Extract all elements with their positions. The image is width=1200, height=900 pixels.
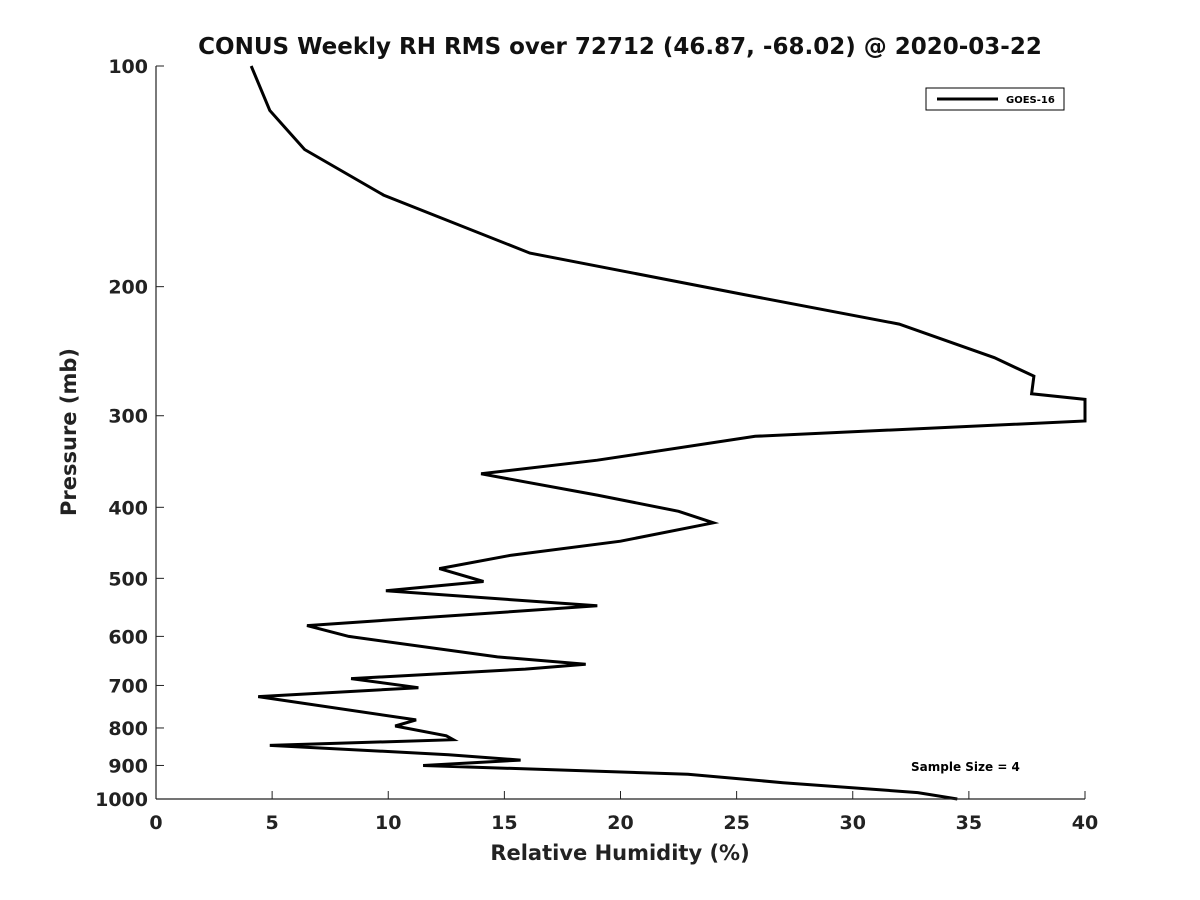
sample-size-annotation: Sample Size = 4 [911,760,1020,774]
x-tick-label: 5 [266,812,279,834]
x-tick-label: 40 [1072,812,1098,834]
x-tick-label: 25 [723,812,749,834]
legend-label: GOES-16 [1006,95,1055,106]
y-tick-label: 700 [108,675,148,697]
chart-title: CONUS Weekly RH RMS over 72712 (46.87, -… [198,34,1042,60]
y-tick-label: 200 [108,277,148,299]
y-tick-label: 300 [108,406,148,428]
y-tick-label: 1000 [95,789,148,811]
x-tick-label: 10 [375,812,401,834]
x-tick-label: 35 [956,812,982,834]
x-tick-label: 15 [491,812,517,834]
x-ticks: 0 5 10 15 20 25 30 35 40 [149,791,1098,834]
x-tick-label: 0 [149,812,162,834]
y-tick-label: 600 [108,626,148,648]
legend: GOES-16 [925,87,1065,111]
y-tick-label: 900 [108,755,148,777]
x-tick-label: 20 [607,812,633,834]
y-tick-label: 400 [108,497,148,519]
y-ticks: 100 200 300 400 500 600 700 800 900 1000 [95,56,164,811]
y-tick-label: 500 [108,568,148,590]
x-axis-label: Relative Humidity (%) [490,841,749,865]
series-line-goes-16 [249,65,1087,801]
y-tick-label: 800 [108,718,148,740]
x-tick-label: 30 [840,812,866,834]
y-axis-label: Pressure (mb) [57,348,81,516]
y-tick-label: 100 [108,56,148,78]
